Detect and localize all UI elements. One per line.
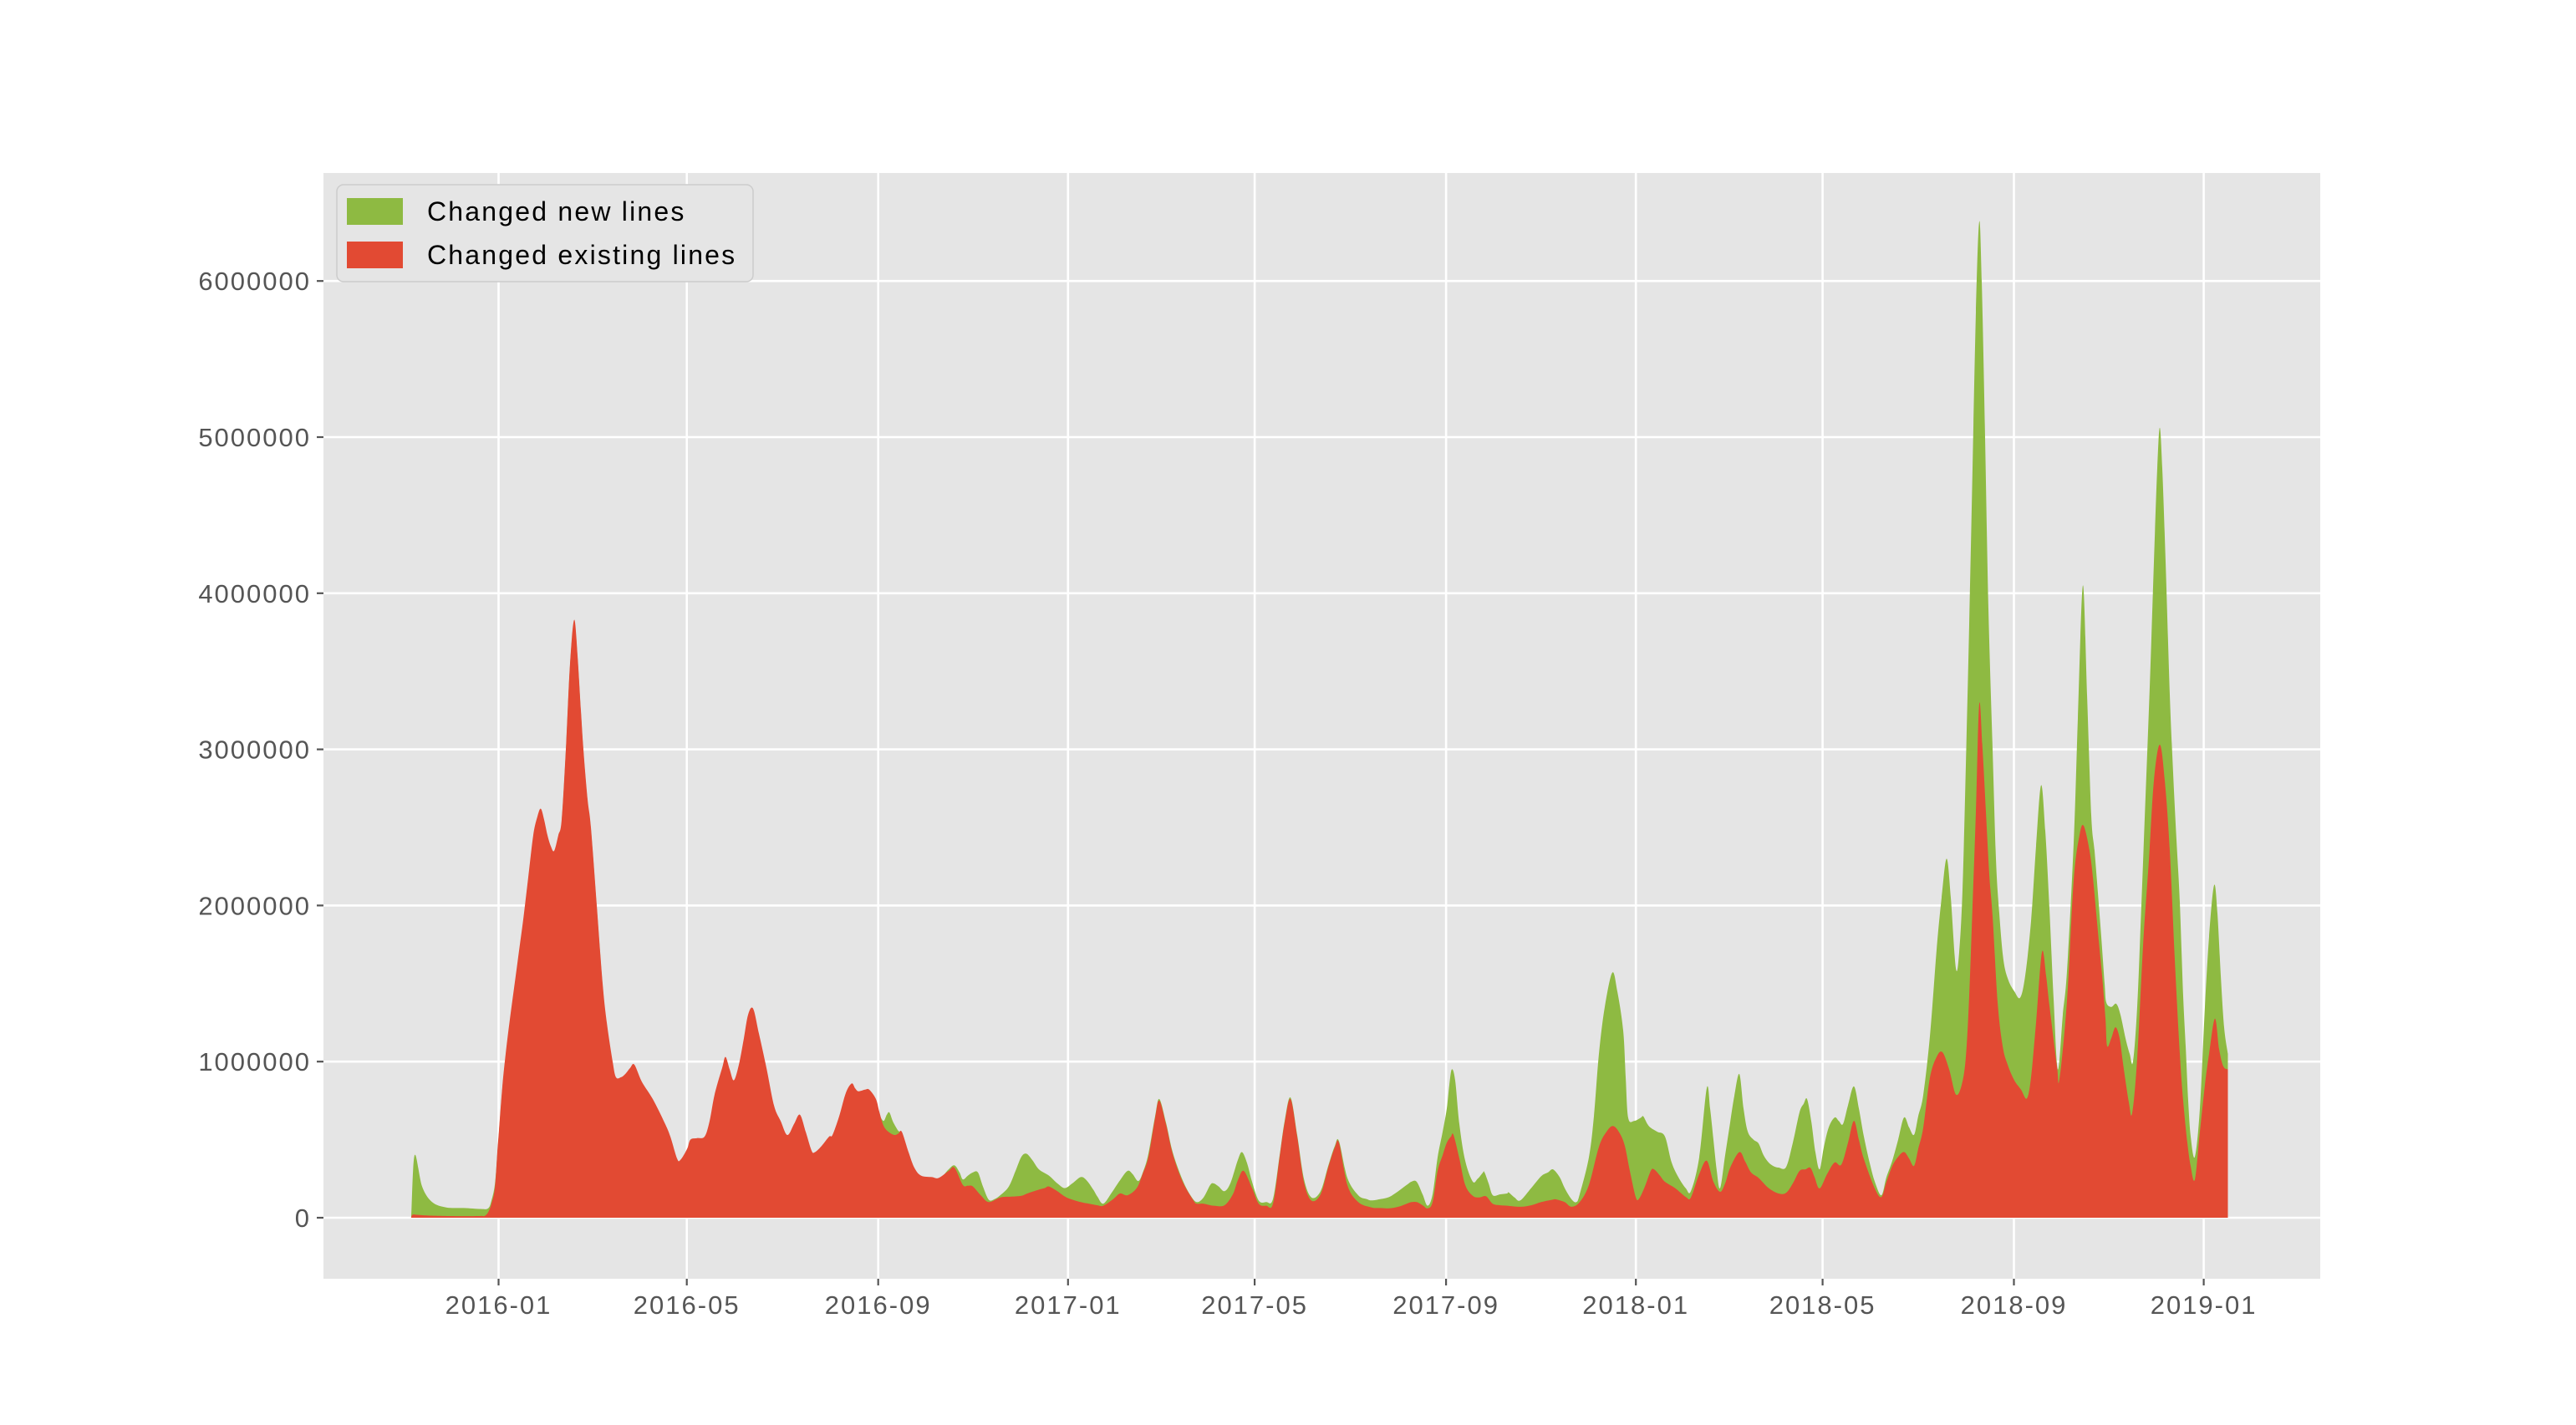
svg-text:2017-05: 2017-05: [1201, 1290, 1308, 1320]
svg-text:2018-09: 2018-09: [1961, 1290, 2068, 1320]
svg-text:6000000: 6000000: [198, 267, 311, 296]
svg-text:5000000: 5000000: [198, 423, 311, 452]
svg-text:3000000: 3000000: [198, 735, 311, 765]
svg-text:0: 0: [295, 1204, 311, 1233]
svg-text:2019-01: 2019-01: [2151, 1290, 2258, 1320]
svg-text:Changed existing lines: Changed existing lines: [427, 240, 736, 270]
svg-text:1000000: 1000000: [198, 1047, 311, 1076]
svg-text:2018-05: 2018-05: [1769, 1290, 1876, 1320]
svg-text:2018-01: 2018-01: [1582, 1290, 1689, 1320]
svg-text:2016-01: 2016-01: [445, 1290, 552, 1320]
svg-text:Changed new lines: Changed new lines: [427, 196, 686, 226]
svg-text:2000000: 2000000: [198, 891, 311, 920]
svg-text:2017-09: 2017-09: [1392, 1290, 1499, 1320]
svg-text:4000000: 4000000: [198, 579, 311, 608]
svg-text:2016-05: 2016-05: [634, 1290, 741, 1320]
svg-text:2017-01: 2017-01: [1015, 1290, 1122, 1320]
svg-text:2016-09: 2016-09: [825, 1290, 932, 1320]
